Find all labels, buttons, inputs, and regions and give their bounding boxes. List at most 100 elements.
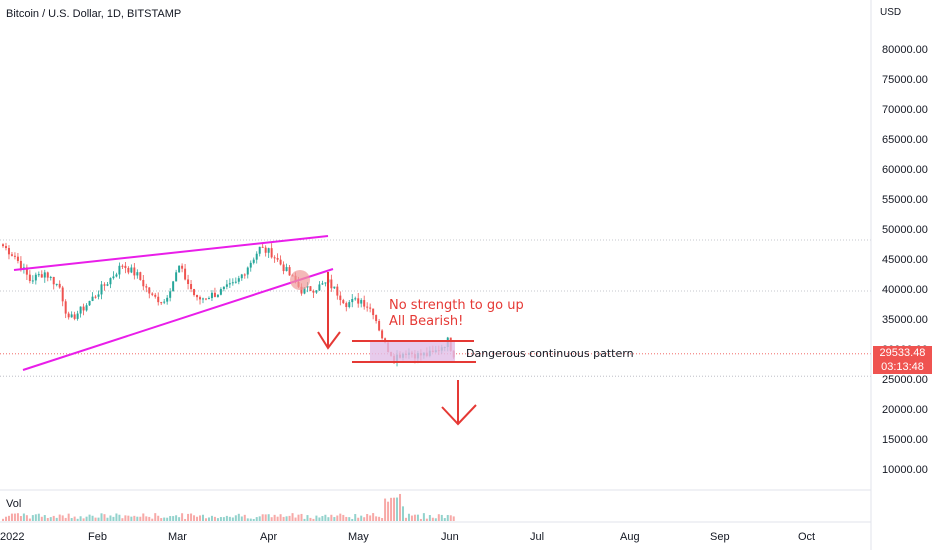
volume-bar <box>369 515 372 521</box>
chart-title: Bitcoin / U.S. Dollar, 1D, BITSTAMP <box>6 8 182 20</box>
volume-bar <box>252 518 255 521</box>
candle-body <box>85 305 88 311</box>
volume-bar <box>231 517 234 521</box>
volume-label: Vol <box>6 498 22 510</box>
volume-bar <box>264 514 267 521</box>
candle-body <box>225 284 228 287</box>
candle-body <box>166 297 169 302</box>
candle-body <box>133 267 136 276</box>
volume-bar <box>172 516 175 521</box>
candle-body <box>43 272 46 278</box>
candle-body <box>369 307 372 309</box>
volume-bar <box>133 515 136 521</box>
volume-bar <box>73 516 76 521</box>
candle-body <box>13 255 16 257</box>
volume-bar <box>175 515 178 521</box>
candle-body <box>76 313 79 319</box>
volume-bar <box>333 517 336 521</box>
candle-body <box>184 268 187 280</box>
volume-bar <box>222 517 225 521</box>
volume-bar <box>282 516 285 521</box>
drawings <box>13 235 477 426</box>
volume-bar <box>351 518 354 521</box>
candle-body <box>10 254 13 256</box>
candle-body <box>231 282 234 284</box>
volume-bar <box>139 516 142 521</box>
candle-body <box>145 286 148 288</box>
volume-bar <box>428 515 431 521</box>
candle-body <box>246 267 249 275</box>
consolidation-box <box>370 341 455 362</box>
current-price-badge: 29533.48 03:13:48 <box>873 346 932 374</box>
volume-bar <box>187 513 190 521</box>
candle-body <box>351 299 354 303</box>
candle-body <box>40 274 43 278</box>
wedge-upper-trendline <box>13 235 329 271</box>
candle-body <box>100 284 103 295</box>
y-tick-label: 70000.00 <box>882 104 928 116</box>
candle-body <box>127 268 130 273</box>
candle-body <box>261 246 264 248</box>
candle-body <box>73 314 76 319</box>
y-tick-label: 15000.00 <box>882 434 928 446</box>
volume-bar <box>243 514 246 521</box>
volume-bar <box>210 515 213 521</box>
candle-body <box>318 284 321 291</box>
volume-bar <box>148 516 151 521</box>
volume-bar <box>339 513 342 521</box>
breakdown-marker <box>290 270 310 290</box>
x-tick-label: 2022 <box>0 531 25 543</box>
volume-bar <box>363 517 366 521</box>
candle-body <box>255 253 258 260</box>
x-tick-label: Feb <box>88 531 107 543</box>
volume-bar <box>207 517 210 521</box>
volume-bar <box>422 513 425 521</box>
candle-body <box>112 276 115 279</box>
candle-body <box>336 286 339 296</box>
candle-body <box>115 274 118 277</box>
candle-body <box>88 300 91 306</box>
candle-body <box>139 272 142 280</box>
candle-body <box>324 282 327 284</box>
candle-body <box>19 260 22 270</box>
volume-bar <box>390 497 393 521</box>
volume-bar <box>157 515 160 521</box>
volume-bar <box>136 516 139 521</box>
volume-bar <box>22 513 25 521</box>
candle-body <box>181 265 184 269</box>
x-tick-label: Mar <box>168 531 187 543</box>
volume-bar <box>16 513 19 521</box>
volume-bar <box>279 514 282 521</box>
volume-bar <box>10 513 13 521</box>
annotation-dangerous-pattern: Dangerous continuous pattern <box>466 347 634 360</box>
candle-body <box>303 287 306 294</box>
annotation-no-strength: No strength to go up <box>389 298 524 313</box>
candle-body <box>345 303 348 308</box>
volume-bar <box>416 514 419 521</box>
candle-body <box>315 290 318 293</box>
candle-body <box>201 298 204 300</box>
volume-bar <box>270 517 273 521</box>
volume-bar <box>115 513 118 521</box>
volume-bar <box>449 515 452 521</box>
candle-body <box>270 248 273 258</box>
volume-bar <box>163 517 166 521</box>
candle-body <box>282 264 285 272</box>
volume-bar <box>237 513 240 521</box>
candle-body <box>103 284 106 286</box>
volume-bar <box>28 518 31 521</box>
candle-body <box>243 274 246 276</box>
volume-bar <box>34 514 37 521</box>
volume-bar <box>378 516 381 521</box>
x-tick-label: Sep <box>710 531 730 543</box>
candle-body <box>160 302 163 304</box>
volume-bar <box>291 513 294 521</box>
volume-bar <box>216 518 219 521</box>
x-tick-label: Apr <box>260 531 278 543</box>
x-tick-label: Jul <box>530 531 545 543</box>
currency-label: USD <box>880 7 902 18</box>
candle-body <box>106 284 109 286</box>
candle-body <box>381 330 384 339</box>
candle-body <box>309 286 312 292</box>
